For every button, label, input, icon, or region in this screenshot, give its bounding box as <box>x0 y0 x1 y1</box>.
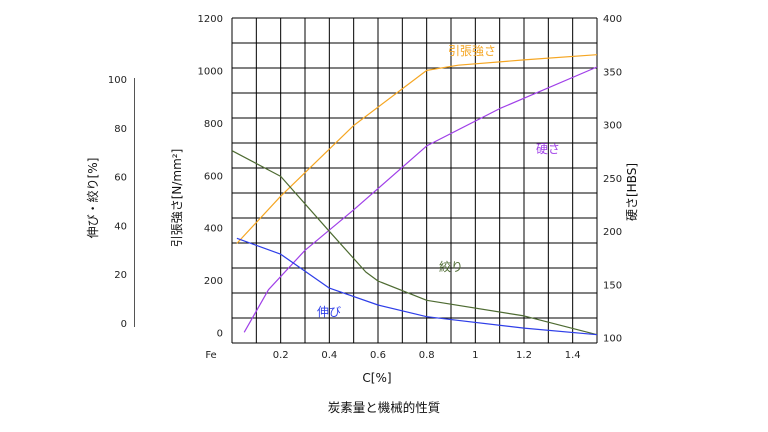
series-line-elongation <box>236 237 598 336</box>
strength-tick-label: 600 <box>204 171 223 182</box>
strength-tick-label: 1000 <box>198 66 223 77</box>
x-tick-label: 1 <box>472 350 478 361</box>
strength-tick-label: 800 <box>204 119 223 130</box>
x-axis-ticks: Fe 0.2 0.4 0.6 0.8 1 1.2 1.4 <box>205 350 580 361</box>
elongation-tick-label: 80 <box>114 124 127 135</box>
x-tick-label: 0.4 <box>321 350 337 361</box>
elongation-tick-label: 60 <box>114 173 127 184</box>
hardness-tick-label: 350 <box>603 67 622 78</box>
plot-grid <box>231 17 598 344</box>
x-axis-title: C[%] <box>362 371 391 385</box>
strength-tick-label: 1200 <box>198 14 223 25</box>
hardness-tick-label: 150 <box>603 280 622 291</box>
x-tick-label: 0.6 <box>370 350 386 361</box>
series-label: 引張強さ <box>448 44 496 58</box>
elongation-tick-label: 0 <box>121 319 127 330</box>
elongation-tick-label: 40 <box>114 221 127 232</box>
x-tick-label: 1.2 <box>516 350 532 361</box>
hardness-axis-ticks: 100 150 200 250 300 350 400 <box>603 14 622 345</box>
elongation-axis-ticks: 0 20 40 60 80 100 <box>108 75 135 330</box>
series-label: 絞り <box>439 259 463 274</box>
x-tick-label: 0.2 <box>273 350 289 361</box>
series-label: 硬さ <box>536 142 560 156</box>
series-line-reduction-of-area <box>231 150 598 336</box>
elongation-tick-label: 100 <box>108 75 127 86</box>
strength-tick-label: 400 <box>204 224 223 235</box>
x-tick-label: Fe <box>205 350 216 361</box>
hardness-axis-title: 硬さ[HBS] <box>625 163 639 221</box>
hardness-tick-label: 200 <box>603 227 622 238</box>
chart-caption: 炭素量と機械的性質 <box>328 400 441 415</box>
strength-tick-label: 0 <box>217 329 223 340</box>
strength-axis-title: 引張強さ[N/mm²] <box>170 149 184 248</box>
series-line-tensile-strength <box>236 54 598 244</box>
hardness-tick-label: 300 <box>603 121 622 132</box>
hardness-tick-label: 100 <box>603 334 622 345</box>
elongation-axis-title: 伸び・絞り[%] <box>85 158 100 239</box>
series-layer <box>231 54 598 336</box>
hardness-tick-label: 400 <box>603 14 622 25</box>
series-line-hardness <box>243 66 598 333</box>
x-tick-label: 1.4 <box>565 350 581 361</box>
x-tick-label: 0.8 <box>419 350 435 361</box>
strength-axis-ticks: 0 200 400 600 800 1000 1200 <box>198 14 223 340</box>
elongation-tick-label: 20 <box>114 270 127 281</box>
series-label: 伸び <box>317 305 341 319</box>
hardness-tick-label: 250 <box>603 174 622 185</box>
strength-tick-label: 200 <box>204 276 223 287</box>
